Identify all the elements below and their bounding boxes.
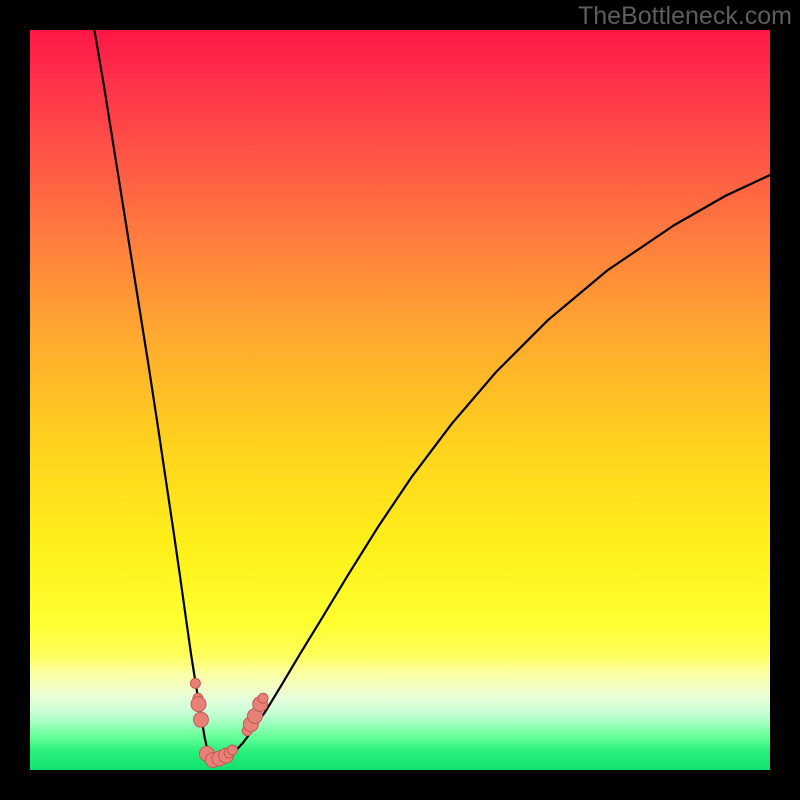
watermark-text: TheBottleneck.com xyxy=(578,2,792,31)
data-marker xyxy=(193,712,208,727)
gradient-background xyxy=(30,30,770,770)
data-marker xyxy=(258,693,268,703)
chart-frame: TheBottleneck.com xyxy=(0,0,800,800)
plot-area xyxy=(30,30,770,770)
data-marker xyxy=(191,697,206,712)
chart-svg xyxy=(30,30,770,770)
data-marker xyxy=(227,745,237,755)
data-marker xyxy=(190,678,200,688)
